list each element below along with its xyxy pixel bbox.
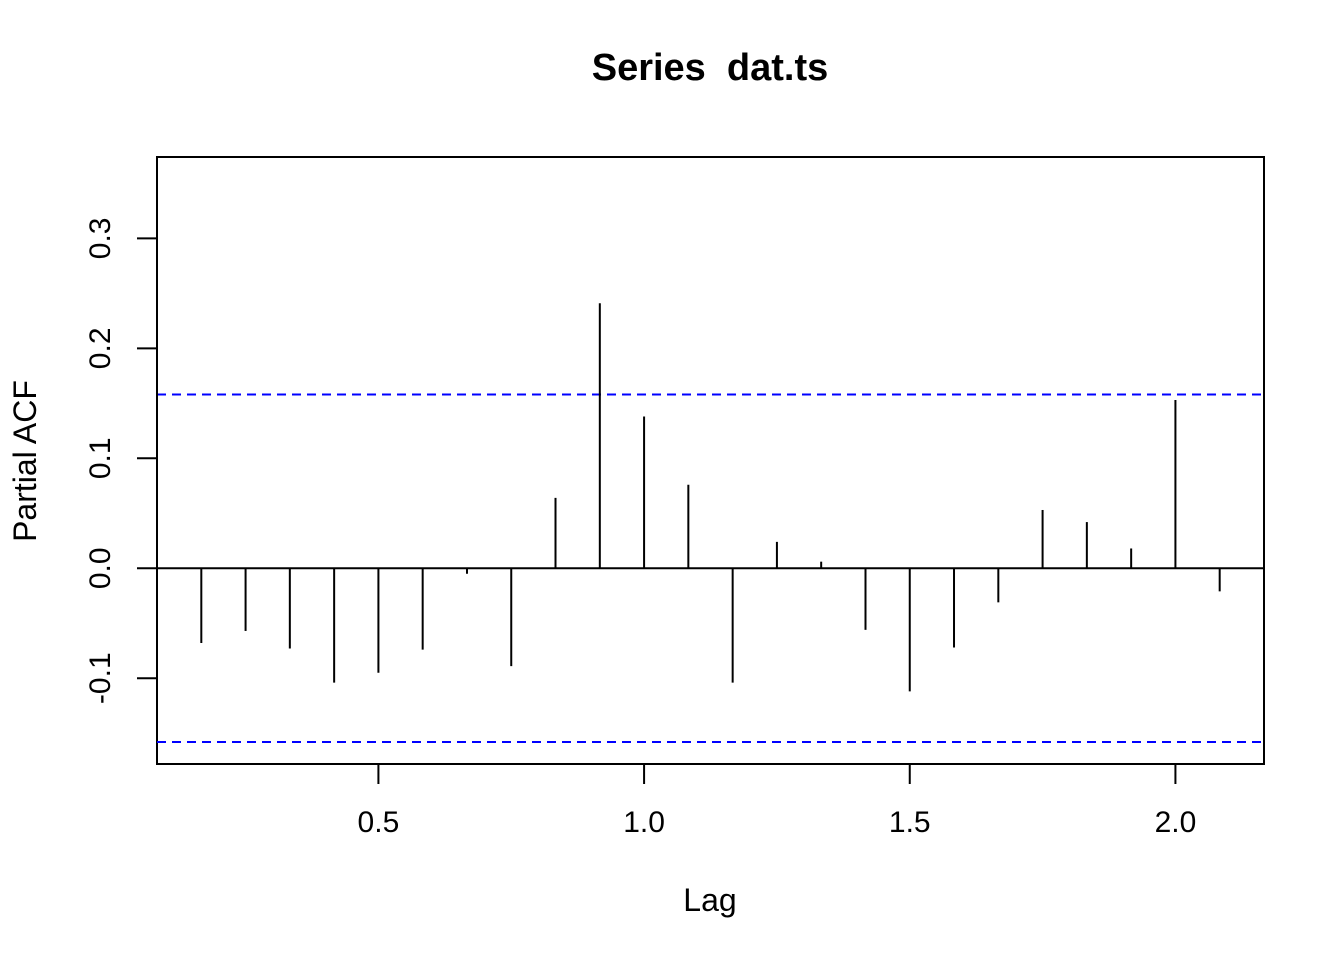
- y-tick-label: 0.2: [84, 327, 117, 369]
- chart-marks: 0.5 1.0 1.5 2.0 -0.1 0.0 0.1 0.2 0.3: [84, 177, 1264, 839]
- plot-frame: [156, 156, 1265, 765]
- x-tick-label: 2.0: [1155, 806, 1197, 839]
- x-tick-label: 1.5: [889, 806, 931, 839]
- x-tick-label: 0.5: [358, 806, 400, 839]
- y-tick-label: 0.3: [84, 218, 117, 260]
- y-tick-label: 0.0: [84, 547, 117, 589]
- y-tick-label: -0.1: [84, 652, 117, 704]
- x-axis-label: Lag: [683, 882, 736, 918]
- y-axis-label: Partial ACF: [7, 380, 43, 542]
- y-tick-label: 0.1: [84, 437, 117, 479]
- x-tick-label: 1.0: [623, 806, 665, 839]
- chart-title: Series dat.ts: [592, 47, 829, 89]
